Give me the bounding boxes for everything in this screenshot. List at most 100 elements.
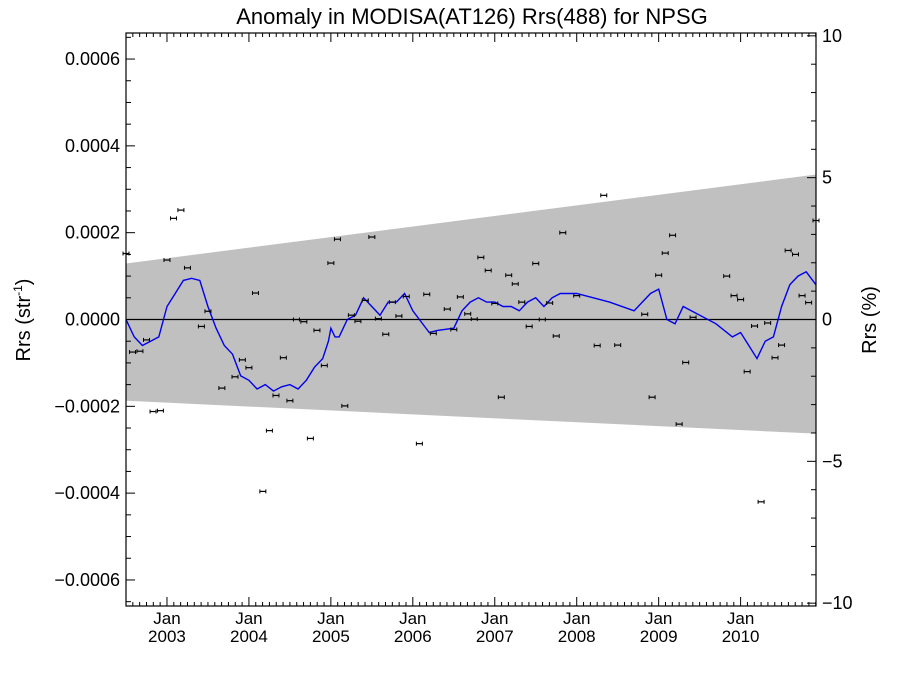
data-point bbox=[614, 343, 622, 348]
left-y-tick-label: 0.0000 bbox=[65, 310, 120, 330]
data-point bbox=[251, 291, 259, 296]
left-y-tick-label: −0.0002 bbox=[54, 396, 120, 416]
data-point bbox=[511, 281, 519, 286]
data-point bbox=[368, 235, 376, 240]
data-point bbox=[341, 403, 349, 408]
left-y-axis-label-main: Rrs (str bbox=[13, 296, 35, 362]
x-axis: Jan2003Jan2004Jan2005Jan2006Jan2007Jan20… bbox=[125, 33, 817, 646]
data-point bbox=[450, 327, 458, 332]
x-tick-year-label: 2010 bbox=[722, 627, 760, 646]
data-point bbox=[286, 398, 294, 403]
data-point bbox=[136, 349, 144, 354]
data-point bbox=[743, 369, 751, 374]
data-point bbox=[751, 324, 759, 329]
data-point bbox=[675, 422, 683, 427]
data-point bbox=[661, 251, 669, 256]
right-y-tick-label: −10 bbox=[822, 593, 853, 613]
data-point bbox=[354, 319, 362, 324]
data-point bbox=[163, 258, 171, 263]
data-point bbox=[327, 261, 335, 266]
left-y-tick-label: −0.0004 bbox=[54, 483, 120, 503]
data-point bbox=[456, 294, 464, 299]
data-point bbox=[313, 328, 321, 333]
data-point bbox=[177, 208, 185, 213]
x-tick-year-label: 2006 bbox=[394, 627, 432, 646]
data-point bbox=[306, 436, 314, 441]
data-point bbox=[231, 374, 239, 379]
x-tick-month-label: Jan bbox=[153, 609, 180, 628]
left-y-tick-label: 0.0002 bbox=[65, 223, 120, 243]
data-point bbox=[778, 343, 786, 348]
data-point bbox=[491, 301, 499, 306]
data-point bbox=[689, 315, 697, 320]
data-point bbox=[505, 273, 513, 278]
right-y-tick-label: 0 bbox=[822, 310, 832, 330]
data-point bbox=[730, 293, 738, 298]
data-point bbox=[347, 313, 355, 318]
data-point bbox=[443, 307, 451, 312]
data-point bbox=[723, 274, 731, 279]
data-point bbox=[388, 300, 396, 305]
x-tick-year-label: 2005 bbox=[312, 627, 350, 646]
data-point bbox=[737, 297, 745, 302]
data-point bbox=[183, 265, 191, 270]
x-tick-year-label: 2007 bbox=[476, 627, 514, 646]
data-point bbox=[477, 255, 485, 260]
data-point bbox=[798, 293, 806, 298]
data-point bbox=[538, 317, 546, 322]
data-point bbox=[559, 230, 567, 235]
data-point bbox=[757, 499, 765, 504]
x-tick-month-label: Jan bbox=[727, 609, 754, 628]
x-tick-year-label: 2008 bbox=[558, 627, 596, 646]
left-y-axis-label-superscript: -1 bbox=[11, 285, 25, 296]
data-point bbox=[805, 300, 813, 305]
data-point bbox=[395, 314, 403, 319]
data-point bbox=[682, 360, 690, 365]
data-point bbox=[259, 489, 267, 494]
data-point bbox=[218, 386, 226, 391]
x-tick-month-label: Jan bbox=[563, 609, 590, 628]
x-tick-month-label: Jan bbox=[235, 609, 262, 628]
right-y-tick-label: 10 bbox=[822, 26, 842, 46]
x-tick-month-label: Jan bbox=[399, 609, 426, 628]
data-point bbox=[279, 355, 287, 360]
data-point bbox=[593, 343, 601, 348]
data-point bbox=[361, 298, 369, 303]
right-y-tick-label: −5 bbox=[822, 451, 843, 471]
data-point bbox=[484, 268, 492, 273]
data-point bbox=[792, 252, 800, 257]
data-point bbox=[333, 237, 341, 242]
data-point bbox=[573, 293, 581, 298]
chart-title: Anomaly in MODISA(AT126) Rrs(488) for NP… bbox=[236, 4, 708, 29]
left-y-axis-label-end: ) bbox=[13, 279, 35, 286]
data-point bbox=[784, 248, 792, 253]
data-point bbox=[764, 320, 772, 325]
right-y-tick-label: 5 bbox=[822, 168, 832, 188]
data-point bbox=[525, 324, 533, 329]
x-tick-year-label: 2003 bbox=[148, 627, 186, 646]
x-tick-year-label: 2009 bbox=[640, 627, 678, 646]
uncertainty-band bbox=[126, 174, 816, 434]
data-point bbox=[600, 193, 608, 198]
data-point bbox=[546, 301, 554, 306]
data-point bbox=[292, 317, 300, 322]
left-y-axis-label: Rrs (str-1) bbox=[11, 279, 35, 362]
data-point bbox=[197, 324, 205, 329]
data-point bbox=[382, 332, 390, 337]
data-point bbox=[300, 319, 308, 324]
data-point bbox=[142, 337, 150, 342]
running-mean-layer bbox=[125, 270, 817, 392]
data-point bbox=[669, 233, 677, 238]
data-point bbox=[374, 316, 382, 321]
left-y-tick-label: −0.0006 bbox=[54, 570, 120, 590]
data-point bbox=[771, 355, 779, 360]
running-mean-line bbox=[125, 270, 817, 392]
x-tick-month-label: Jan bbox=[645, 609, 672, 628]
x-tick-year-label: 2004 bbox=[230, 627, 268, 646]
data-point bbox=[320, 363, 328, 368]
data-point bbox=[265, 428, 273, 433]
left-y-tick-label: 0.0004 bbox=[65, 136, 120, 156]
x-tick-month-label: Jan bbox=[481, 609, 508, 628]
data-point bbox=[470, 317, 478, 322]
data-point bbox=[149, 409, 157, 414]
